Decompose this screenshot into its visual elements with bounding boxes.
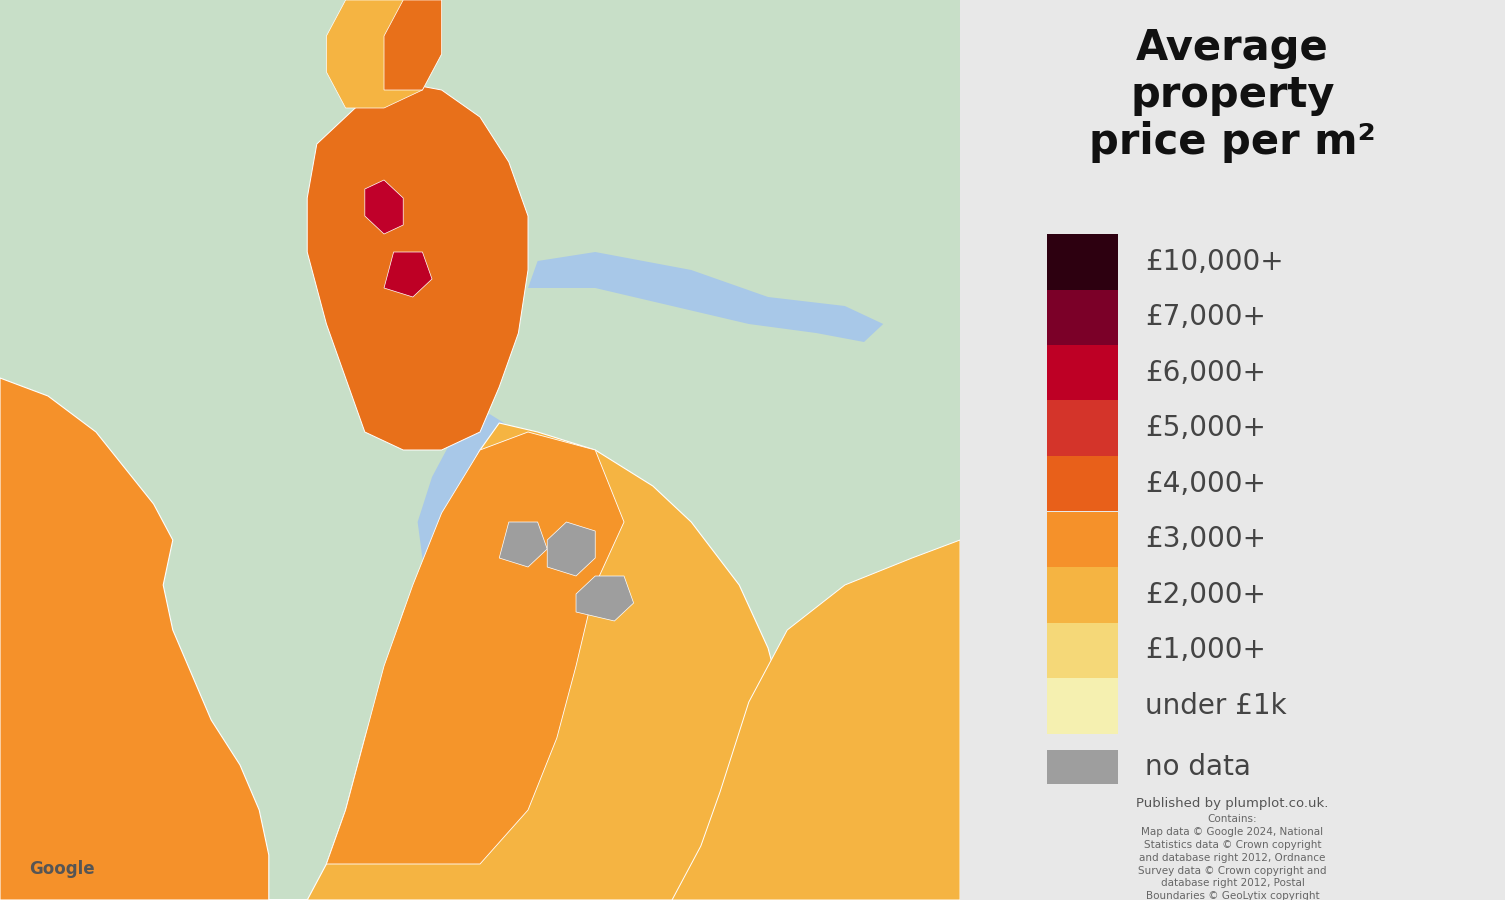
Bar [1047, 623, 1118, 678]
Polygon shape [384, 252, 432, 297]
Bar [1047, 234, 1118, 290]
Polygon shape [327, 432, 625, 864]
Text: £7,000+: £7,000+ [1145, 303, 1266, 331]
Text: £4,000+: £4,000+ [1145, 470, 1266, 498]
Polygon shape [269, 423, 787, 900]
Polygon shape [307, 81, 528, 450]
Bar [1047, 567, 1118, 623]
Text: £10,000+: £10,000+ [1145, 248, 1284, 275]
Polygon shape [384, 0, 441, 90]
Text: no data: no data [1145, 752, 1251, 781]
Polygon shape [528, 252, 883, 342]
Polygon shape [364, 180, 403, 234]
Polygon shape [0, 378, 269, 900]
Polygon shape [0, 0, 960, 900]
Polygon shape [576, 576, 634, 621]
Polygon shape [548, 522, 594, 576]
Text: Published by plumplot.co.uk.: Published by plumplot.co.uk. [1136, 796, 1329, 809]
Bar [1047, 456, 1118, 511]
Bar [1047, 345, 1118, 400]
Bar [1047, 511, 1118, 567]
Text: under £1k: under £1k [1145, 692, 1287, 720]
Polygon shape [673, 540, 960, 900]
Polygon shape [417, 414, 524, 576]
Bar [1047, 750, 1118, 784]
Bar [1047, 290, 1118, 345]
Polygon shape [327, 0, 441, 108]
Text: £1,000+: £1,000+ [1145, 636, 1266, 664]
Text: Google: Google [29, 860, 95, 878]
Text: £2,000+: £2,000+ [1145, 580, 1266, 608]
Text: £6,000+: £6,000+ [1145, 359, 1266, 387]
Polygon shape [500, 522, 548, 567]
Text: Average
property
price per m²: Average property price per m² [1090, 27, 1376, 163]
Text: £3,000+: £3,000+ [1145, 526, 1266, 554]
Bar [1047, 678, 1118, 734]
Text: £5,000+: £5,000+ [1145, 414, 1266, 442]
Bar [1047, 400, 1118, 456]
Text: Contains:
Map data © Google 2024, National
Statistics data © Crown copyright
and: Contains: Map data © Google 2024, Nation… [1138, 814, 1327, 900]
